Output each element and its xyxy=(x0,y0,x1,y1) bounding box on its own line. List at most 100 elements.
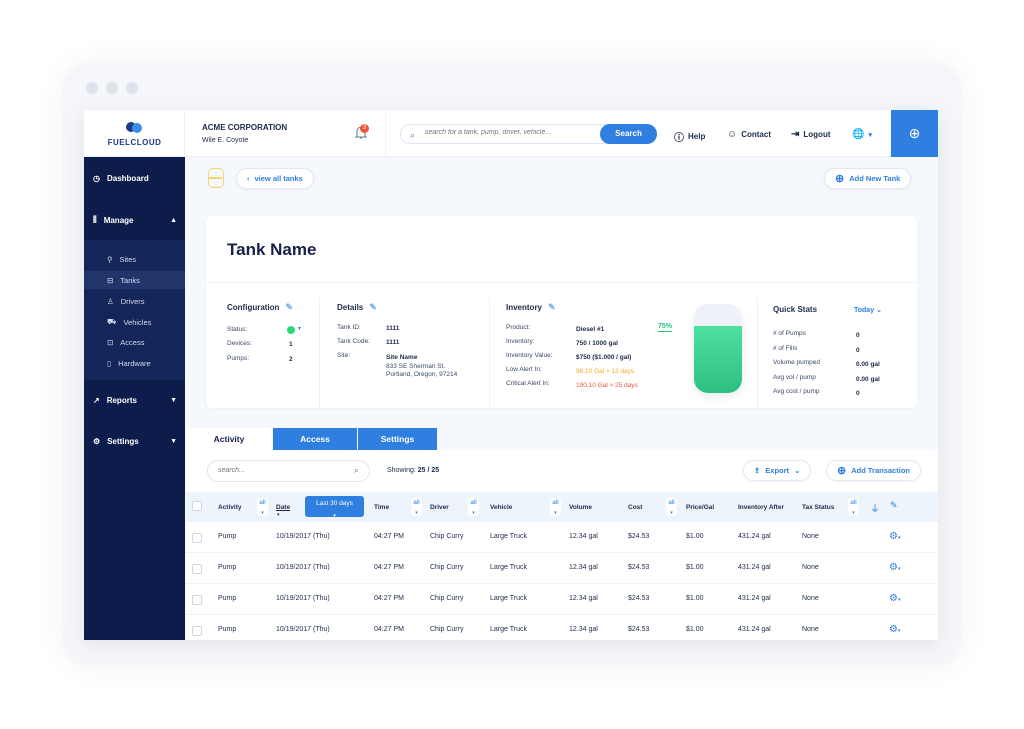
table-header: Activity all ▾ Date Time all ▾ Driver all ▾ Vehicl… xyxy=(186,492,938,522)
column-header[interactable]: Price/Gal xyxy=(686,504,715,511)
table-cell: Chip Curry xyxy=(430,564,464,571)
edit-icon[interactable]: ✎ xyxy=(548,302,556,312)
global-search[interactable]: ⌕ xyxy=(400,124,657,144)
low-alert-label: Low Alert In: xyxy=(506,366,542,373)
column-filter[interactable]: all ▾ xyxy=(848,498,859,516)
global-search-input[interactable] xyxy=(425,129,595,136)
logout-link[interactable]: ⇥ Logout xyxy=(791,129,831,140)
language-selector[interactable]: 🌐 ▾ xyxy=(852,129,872,140)
row-checkbox[interactable] xyxy=(192,595,202,605)
edit-icon[interactable]: ✎ xyxy=(285,302,293,312)
sidebar-item-sites[interactable]: ⚲ Sites xyxy=(84,250,185,268)
vehicle-icon: ⛟ xyxy=(107,317,117,326)
add-button[interactable]: ⊕ xyxy=(891,110,938,157)
column-header[interactable]: Date xyxy=(276,504,291,511)
sidebar-label: Tanks xyxy=(120,275,140,285)
column-filter[interactable]: all ▾ xyxy=(550,498,561,516)
sidebar: ◷ Dashboard ⫼ Manage ▲ ⚲ Sites ⊟ Tanks ♙ Drive… xyxy=(84,157,185,640)
help-link[interactable]: ⓘ Help xyxy=(674,129,705,144)
sidebar-label: Drivers xyxy=(120,296,145,306)
tank-level-gauge xyxy=(694,304,742,393)
sidebar-item-settings[interactable]: ⚙ Settings ▼ xyxy=(84,431,185,451)
chevron-down-icon[interactable]: ▾ xyxy=(298,326,302,332)
gear-icon[interactable]: ⚙▾ xyxy=(889,593,901,604)
row-checkbox[interactable] xyxy=(192,533,202,543)
table-cell: 431.24 gal xyxy=(738,626,771,633)
date-range-filter[interactable]: Last 30 days ▾ xyxy=(305,496,364,519)
column-filter[interactable]: all ▾ xyxy=(411,498,422,516)
tab-activity[interactable]: Activity xyxy=(186,428,272,451)
sidebar-item-access[interactable]: ⊡ Access xyxy=(84,333,185,351)
devices-label: Devices: xyxy=(227,340,252,347)
view-all-tanks-button[interactable]: ‹ view all tanks xyxy=(236,168,314,189)
add-new-tank-button[interactable]: ⊕ Add New Tank xyxy=(824,168,912,189)
tank-code-value: 1111 xyxy=(386,339,400,346)
column-filter[interactable]: all ▾ xyxy=(468,498,479,516)
sidebar-item-vehicles[interactable]: ⛟ Vehicles xyxy=(84,313,185,331)
row-checkbox[interactable] xyxy=(192,626,202,636)
column-filter[interactable]: all ▾ xyxy=(666,498,677,516)
period-selector[interactable]: Today ⌄ xyxy=(854,307,882,314)
table-cell: $1.00 xyxy=(686,564,704,571)
edit-icon[interactable]: ✎ xyxy=(369,302,377,312)
chevron-down-icon: ▼ xyxy=(170,437,177,445)
table-row[interactable]: Pump 10/19/2017 (Thu) 04:27 PM Chip Curry La… xyxy=(186,553,938,584)
sidebar-item-manage[interactable]: ⫼ Manage ▲ xyxy=(84,210,185,230)
table-row[interactable]: Pump 10/19/2017 (Thu) 04:27 PM Chip Curry La… xyxy=(186,584,938,615)
help-icon: ⓘ xyxy=(674,133,684,144)
table-row[interactable]: Pump 10/19/2017 (Thu) 04:27 PM Chip Curry La… xyxy=(186,522,938,553)
column-header[interactable]: Tax Status xyxy=(802,504,835,511)
activity-panel: ⌕ Showing: 25 / 25 ⇪ Export ⌄ ⊕ Add Transac… xyxy=(186,450,938,640)
column-header[interactable]: Cost xyxy=(628,504,643,511)
gear-icon[interactable]: ⚙▾ xyxy=(889,562,901,573)
quick-stat-value: 0 xyxy=(856,390,860,397)
table-cell: Chip Curry xyxy=(430,626,464,633)
search-button[interactable]: Search xyxy=(600,124,657,144)
activity-search[interactable]: ⌕ xyxy=(207,460,370,482)
sidebar-item-tanks[interactable]: ⊟ Tanks xyxy=(84,271,185,289)
sidebar-label: Hardware xyxy=(118,358,151,368)
column-header[interactable]: Volume xyxy=(569,504,592,511)
row-checkbox[interactable] xyxy=(192,564,202,574)
gear-icon[interactable]: ⚙▾ xyxy=(889,624,901,635)
sidebar-item-dashboard[interactable]: ◷ Dashboard xyxy=(84,168,185,188)
gear-icon[interactable]: ⚙▾ xyxy=(889,531,901,542)
site-name[interactable]: Site Name xyxy=(386,354,418,361)
divider xyxy=(206,282,917,283)
manage-submenu: ⚲ Sites ⊟ Tanks ♙ Drivers ⛟ Vehicles ⊡ Access… xyxy=(84,240,185,380)
logo[interactable]: FUELCLOUD xyxy=(84,110,185,157)
tab-access[interactable]: Access xyxy=(273,428,357,451)
table-cell: Large Truck xyxy=(490,626,527,633)
filter-icon[interactable]: ⏚ xyxy=(870,504,880,515)
activity-search-input[interactable] xyxy=(218,467,338,474)
select-all-checkbox[interactable] xyxy=(192,501,202,511)
column-header[interactable]: Vehicle xyxy=(490,504,513,511)
table-row[interactable]: Pump 10/19/2017 (Thu) 04:27 PM Chip Curry La… xyxy=(186,615,938,640)
edit-columns-icon[interactable]: ✎ xyxy=(890,500,898,510)
column-header[interactable]: Driver xyxy=(430,504,449,511)
column-header[interactable]: Activity xyxy=(218,504,242,511)
divider xyxy=(757,298,758,408)
column-filter[interactable]: all ▾ xyxy=(257,498,268,516)
sidebar-item-reports[interactable]: ↗ Reports ▼ xyxy=(84,390,185,410)
tank-icon: ⊟ xyxy=(107,275,114,285)
sidebar-item-drivers[interactable]: ♙ Drivers xyxy=(84,292,185,310)
chevron-up-icon: ▲ xyxy=(170,216,177,224)
window-dot xyxy=(106,82,118,94)
status-indicator[interactable] xyxy=(287,326,295,334)
contact-link[interactable]: ☺ Contact xyxy=(727,129,771,140)
sort-icon[interactable]: ▾ xyxy=(277,512,280,518)
table-cell: Chip Curry xyxy=(430,595,464,602)
window-dot xyxy=(126,82,138,94)
sidebar-label: Vehicles xyxy=(123,317,152,327)
sidebar-item-hardware[interactable]: ▯ Hardware xyxy=(84,354,185,372)
add-transaction-button[interactable]: ⊕ Add Transaction xyxy=(826,460,921,481)
critical-alert-label: Critical Alert In: xyxy=(506,380,550,387)
table-cell: $24.53 xyxy=(628,626,650,633)
export-button[interactable]: ⇪ Export ⌄ xyxy=(743,460,812,481)
column-header[interactable]: Inventory After xyxy=(738,504,784,511)
tab-settings[interactable]: Settings xyxy=(358,428,437,451)
fill-percent-label: 75% xyxy=(658,323,673,332)
sliders-icon: ⫼ xyxy=(93,215,97,224)
column-header[interactable]: Time xyxy=(374,504,390,511)
